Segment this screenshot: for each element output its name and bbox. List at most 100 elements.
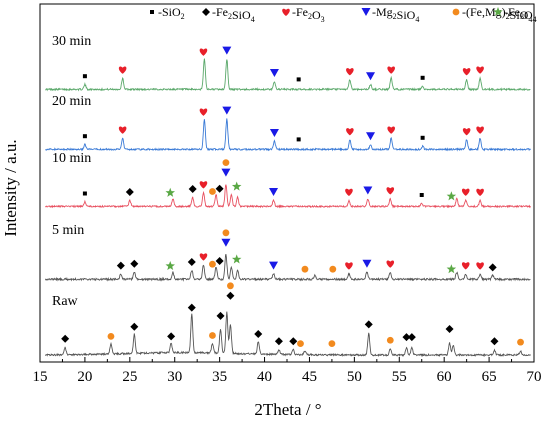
marker-fe2o3 <box>387 66 395 74</box>
series-label: 30 min <box>52 34 91 49</box>
marker-femg2sio4 <box>517 338 524 346</box>
marker-femg2sio4 <box>209 260 216 268</box>
marker-fe2sio4 <box>130 259 139 268</box>
marker-fe2sio4 <box>402 333 411 342</box>
series-line-1 <box>45 118 531 152</box>
legend-label: -SiO2 <box>158 5 185 21</box>
legend-entry-fe2sio4: -Fe2SiO4 <box>202 5 255 24</box>
marker-fe2o3 <box>345 262 353 270</box>
marker-layer <box>61 46 524 347</box>
series-line-3 <box>44 253 531 282</box>
marker-fe2sio4 <box>274 337 283 346</box>
marker-fe2sio4 <box>490 337 499 346</box>
marker-mg2sio4 <box>362 259 372 268</box>
marker-femg2sio4 <box>222 159 230 167</box>
marker-fe2sio4 <box>226 291 235 300</box>
x-axis-label: 2Theta / ° <box>254 400 321 419</box>
marker-fe2o3 <box>461 188 470 196</box>
x-tick-label: 70 <box>527 369 542 385</box>
marker-fe2o3 <box>199 253 208 261</box>
marker-fe2o3 <box>199 108 208 116</box>
marker-fe3o4 <box>446 264 457 274</box>
marker-sio2 <box>82 191 87 196</box>
marker-fe2o3 <box>476 126 484 134</box>
marker-fe2o3 <box>118 66 127 74</box>
legend-entry-femg2sio4: -(Fe,Mg)2SiO4 <box>452 5 532 24</box>
marker-fe2sio4 <box>254 330 263 338</box>
marker-fe2sio4 <box>167 332 176 341</box>
marker-fe2sio4 <box>289 337 298 346</box>
x-tick-label: 40 <box>257 369 272 385</box>
x-tick-label: 60 <box>437 369 452 385</box>
legend-label: -Fe2O3 <box>292 5 325 24</box>
x-tick-label: 25 <box>122 369 137 385</box>
marker-sio2 <box>420 135 425 140</box>
series-markers-0 <box>82 46 484 82</box>
marker-fe2sio4 <box>187 303 196 312</box>
legend-entry-mg2sio4: -Mg2SiO4 <box>361 5 419 24</box>
marker-femg2sio4 <box>209 188 216 195</box>
marker-fe2o3 <box>462 68 471 76</box>
marker-sio2 <box>296 137 301 142</box>
marker-femg2sio4 <box>301 265 309 273</box>
x-tick-label: 45 <box>302 369 317 385</box>
marker-sio2 <box>296 77 301 82</box>
series-markers-4 <box>61 282 524 347</box>
marker-fe2o3 <box>118 126 127 134</box>
marker-femg2sio4 <box>227 282 234 290</box>
series-label: 20 min <box>52 94 91 109</box>
marker-femg2sio4 <box>328 340 336 347</box>
marker-sio2 <box>150 10 154 14</box>
legend-entry-fe3o4: -Fe3O4 <box>493 5 537 24</box>
x-tick-label: 20 <box>77 369 92 385</box>
marker-mg2sio4 <box>221 238 231 247</box>
x-tick-label: 50 <box>347 369 362 385</box>
marker-fe2o3 <box>386 260 395 268</box>
marker-fe3o4 <box>165 187 175 197</box>
marker-fe2sio4 <box>125 188 134 196</box>
marker-fe2o3 <box>476 66 484 74</box>
marker-fe2sio4 <box>116 261 125 270</box>
marker-mg2sio4 <box>366 132 376 141</box>
marker-fe3o4 <box>231 181 242 191</box>
marker-mg2sio4 <box>222 46 232 55</box>
series-layer <box>44 58 531 358</box>
x-tick-layer: 15 20 25 30 35 40 45 50 55 60 65 70 <box>33 357 542 385</box>
marker-fe2o3 <box>345 188 353 196</box>
x-tick-label: 65 <box>482 369 497 385</box>
marker-mg2sio4 <box>363 186 373 195</box>
marker-fe2sio4 <box>488 263 497 272</box>
marker-fe2o3 <box>462 128 471 136</box>
marker-sio2 <box>419 193 424 197</box>
marker-fe2sio4 <box>61 334 70 343</box>
marker-fe3o4 <box>493 7 503 17</box>
marker-fe2sio4 <box>215 184 224 193</box>
series-markers-2 <box>82 159 484 201</box>
legend: -SiO2 -Fe2SiO4 -Fe2O3 -Mg2SiO4 -(Fe,Mg)2SiO4… <box>150 5 537 24</box>
legend-label: -Fe3O4 <box>504 5 537 24</box>
marker-fe2o3 <box>461 262 470 270</box>
x-tick-label: 15 <box>33 369 48 385</box>
marker-mg2sio4 <box>269 188 279 196</box>
marker-fe2sio4 <box>407 333 416 342</box>
legend-entry-fe2o3: -Fe2O3 <box>282 5 325 24</box>
marker-mg2sio4 <box>269 69 279 77</box>
marker-fe2o3 <box>199 181 208 189</box>
marker-fe2o3 <box>476 262 484 270</box>
marker-femg2sio4 <box>386 336 394 344</box>
marker-fe3o4 <box>231 254 242 264</box>
marker-fe2o3 <box>346 68 354 76</box>
series-label: 10 min <box>52 151 91 166</box>
marker-fe2sio4 <box>215 257 224 266</box>
series-line-4 <box>44 311 531 358</box>
marker-fe2o3 <box>282 8 290 16</box>
marker-mg2sio4 <box>221 168 231 177</box>
marker-femg2sio4 <box>209 332 216 339</box>
marker-femg2sio4 <box>107 333 115 340</box>
marker-fe2sio4 <box>202 8 210 16</box>
series-label-layer: 30 min 20 min 10 min 5 min Raw <box>52 34 91 309</box>
marker-mg2sio4 <box>269 261 279 270</box>
marker-mg2sio4 <box>361 8 371 16</box>
marker-fe2o3 <box>199 48 208 56</box>
